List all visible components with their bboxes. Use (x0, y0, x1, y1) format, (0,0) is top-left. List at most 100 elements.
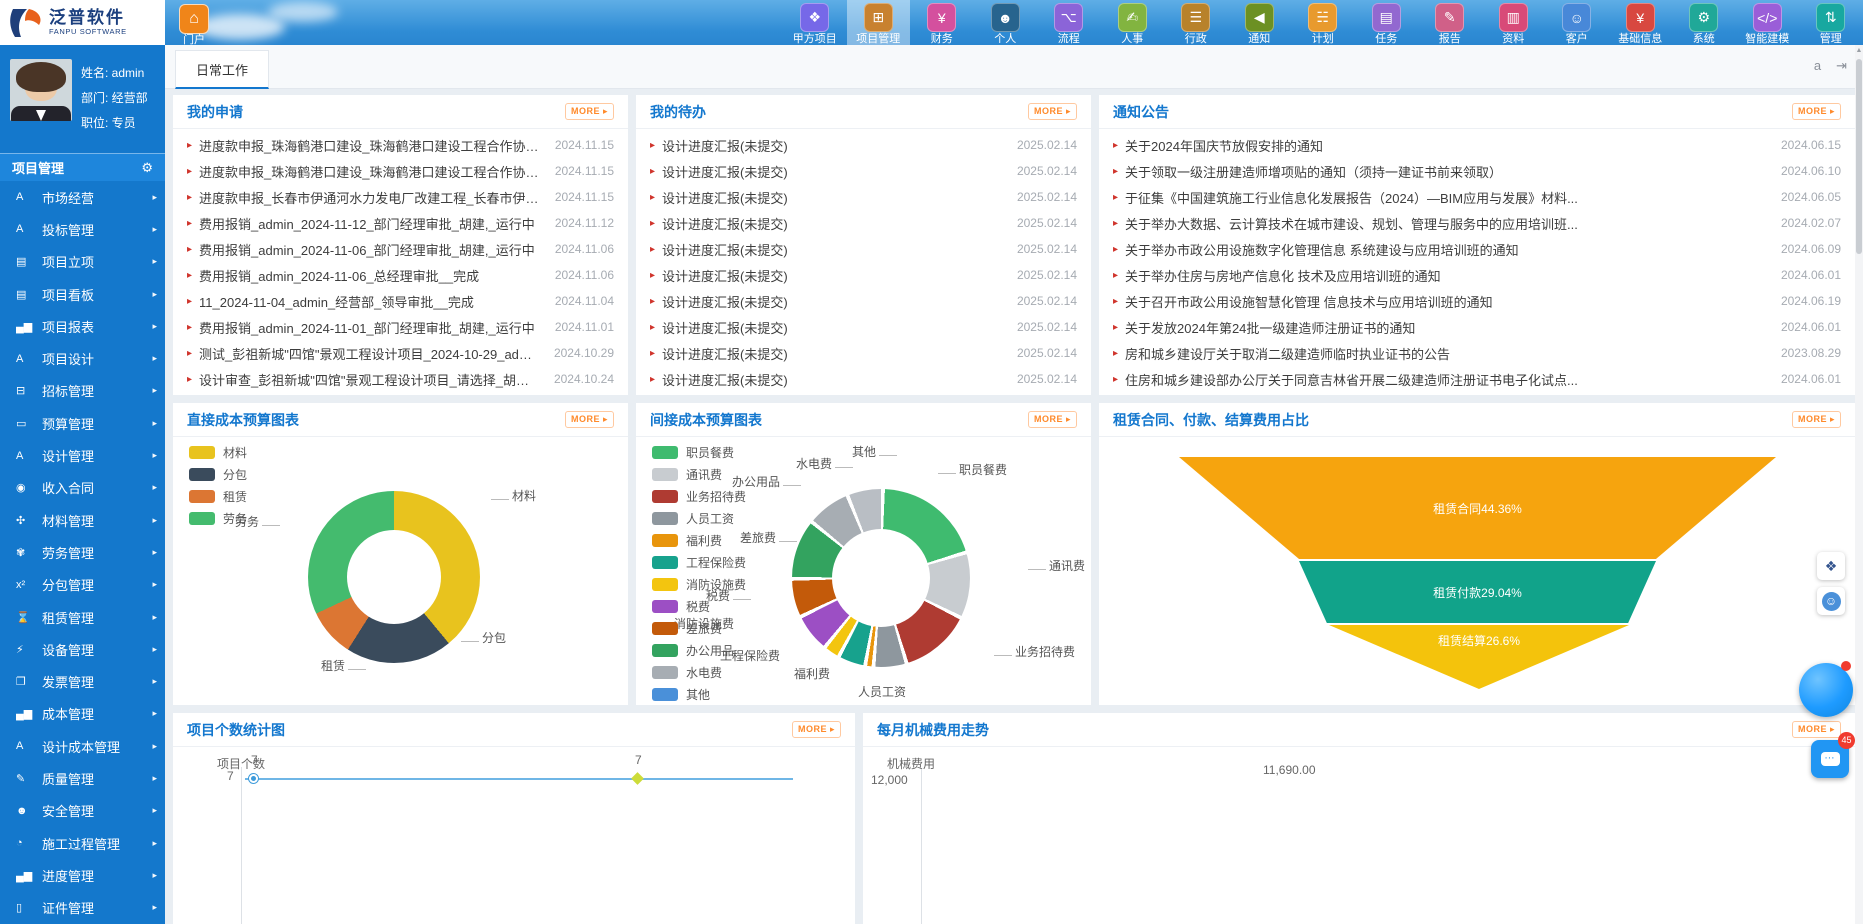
avatar[interactable] (10, 59, 72, 121)
collapse-tool-icon[interactable]: ⇥ (1836, 58, 1847, 74)
list-item[interactable]: ▸ 费用报销_admin_2024-11-06_总经理审批__完成 2024.1… (173, 262, 628, 288)
legend-item[interactable]: 材料 (189, 441, 247, 463)
legend-item[interactable]: 职员餐费 (652, 441, 746, 463)
sidebar-menu-item[interactable]: ▄▆ 成本管理 ▸ (0, 698, 165, 730)
legend-item[interactable]: 通讯费 (652, 463, 746, 485)
sidebar-menu-item[interactable]: ▯ 证件管理 ▸ (0, 892, 165, 924)
list-item[interactable]: ▸ 设计进度汇报(未提交) 2025.02.14 (636, 340, 1091, 366)
float-cert-button[interactable]: ❖ (1817, 552, 1845, 580)
more-button[interactable]: MORE ▸ (565, 103, 614, 120)
top-nav-item[interactable]: ▤ 任务 (1355, 0, 1419, 45)
scrollbar-thumb[interactable] (1856, 59, 1862, 254)
list-item[interactable]: ▸ 进度款申报_珠海鹤港口建设_珠海鹤港口建设工程合作协议书_admin_...… (173, 132, 628, 158)
list-item[interactable]: ▸ 费用报销_admin_2024-11-12_部门经理审批_胡建,_运行中 2… (173, 210, 628, 236)
list-item[interactable]: ▸ 设计进度汇报(未提交) 2025.02.14 (636, 132, 1091, 158)
top-nav-item[interactable]: ▥ 资料 (1482, 0, 1546, 45)
list-item[interactable]: ▸ 关于举办市政公用设施数字化管理信息 系统建设与应用培训班的通知 2024.0… (1099, 236, 1855, 262)
top-nav-item[interactable]: ¥ 财务 (910, 0, 974, 45)
sidebar-menu-item[interactable]: ▭ 预算管理 ▸ (0, 407, 165, 439)
sidebar-menu-item[interactable]: ❐ 发票管理 ▸ (0, 665, 165, 697)
more-button[interactable]: MORE ▸ (792, 721, 841, 738)
sidebar-menu-item[interactable]: ✾ 劳务管理 ▸ (0, 536, 165, 568)
list-item[interactable]: ▸ 设计进度汇报(未提交) 2025.02.14 (636, 236, 1091, 262)
top-nav-item[interactable]: ☰ 行政 (1164, 0, 1228, 45)
legend-item[interactable]: 其他 (652, 683, 746, 705)
more-button[interactable]: MORE ▸ (1028, 411, 1077, 428)
list-item[interactable]: ▸ 测试_彭祖新城"四馆"景观工程设计项目_2024-10-29_admin_结… (173, 340, 628, 366)
sidebar-menu-item[interactable]: ▤ 项目立项 ▸ (0, 246, 165, 278)
sidebar-menu-item[interactable]: A 设计管理 ▸ (0, 439, 165, 471)
sidebar-menu-item[interactable]: A 投标管理 ▸ (0, 213, 165, 245)
top-nav-item[interactable]: ☵ 计划 (1291, 0, 1355, 45)
top-nav-item[interactable]: ⊞ 项目管理 (847, 0, 911, 45)
sidebar-menu-item[interactable]: A 设计成本管理 ▸ (0, 730, 165, 762)
top-nav-item[interactable]: </> 智能建模 (1736, 0, 1800, 45)
tab-daily-work[interactable]: 日常工作 (175, 50, 269, 89)
top-nav-item[interactable]: ⇅ 管理 (1799, 0, 1863, 45)
more-button[interactable]: MORE ▸ (1028, 103, 1077, 120)
sidebar-menu-item[interactable]: ✣ 材料管理 ▸ (0, 504, 165, 536)
list-item[interactable]: ▸ 设计进度汇报(未提交) 2025.02.14 (636, 210, 1091, 236)
funnel-segment-payment[interactable]: 租赁付款29.04% (1299, 561, 1656, 623)
donut-direct[interactable] (308, 491, 480, 663)
top-nav-item[interactable]: ✎ 报告 (1418, 0, 1482, 45)
list-item[interactable]: ▸ 关于领取一级注册建造师增项贴的通知（须持一建证书前来领取） 2024.06.… (1099, 158, 1855, 184)
sidebar-menu-item[interactable]: ▄▆ 项目报表 ▸ (0, 310, 165, 342)
list-item[interactable]: ▸ 关于召开市政公用设施智慧化管理 信息技术与应用培训班的通知 2024.06.… (1099, 288, 1855, 314)
legend-item[interactable]: 租赁 (189, 485, 247, 507)
top-nav-item[interactable]: ❖ 甲方项目 (783, 0, 847, 45)
list-item[interactable]: ▸ 设计进度汇报(未提交) 2025.02.14 (636, 288, 1091, 314)
scroll-up-icon[interactable]: ▲ (1855, 47, 1863, 54)
list-item[interactable]: ▸ 设计审查_彭祖新城"四馆"景观工程设计项目_请选择_胡广生_2024-10-… (173, 366, 628, 392)
list-item[interactable]: ▸ 设计进度汇报(未提交) 2025.02.14 (636, 314, 1091, 340)
data-point-marker[interactable] (249, 774, 258, 783)
list-item[interactable]: ▸ 设计进度汇报(未提交) 2025.02.14 (636, 184, 1091, 210)
legend-item[interactable]: 分包 (189, 463, 247, 485)
legend-item[interactable]: 水电费 (652, 661, 746, 683)
funnel-segment-contract[interactable]: 租赁合同44.36% (1179, 457, 1776, 559)
list-item[interactable]: ▸ 于征集《中国建筑施工行业信息化发展报告（2024）—BIM应用与发展》材料.… (1099, 184, 1855, 210)
more-button[interactable]: MORE ▸ (1792, 103, 1841, 120)
font-tool-icon[interactable]: a (1814, 58, 1821, 74)
top-nav-item[interactable]: ⚙ 系统 (1672, 0, 1736, 45)
gear-icon[interactable]: ⚙ (141, 160, 153, 176)
legend-item[interactable]: 消防设施费 (652, 573, 746, 595)
legend-item[interactable]: 劳务 (189, 507, 247, 529)
legend-item[interactable]: 税费 (652, 595, 746, 617)
list-item[interactable]: ▸ 进度款申报_长春市伊通河水力发电厂改建工程_长春市伊通河水力发电... 20… (173, 184, 628, 210)
top-nav-item[interactable]: ☻ 个人 (974, 0, 1038, 45)
sidebar-menu-item[interactable]: A 市场经营 ▸ (0, 181, 165, 213)
list-item[interactable]: ▸ 费用报销_admin_2024-11-01_部门经理审批_胡建,_运行中 2… (173, 314, 628, 340)
list-item[interactable]: ▸ 关于2024年国庆节放假安排的通知 2024.06.15 (1099, 132, 1855, 158)
top-nav-item[interactable]: ¥ 基础信息 (1609, 0, 1673, 45)
legend-item[interactable]: 人员工资 (652, 507, 746, 529)
top-nav-item[interactable]: ⌥ 流程 (1037, 0, 1101, 45)
sidebar-menu-item[interactable]: ☻ 安全管理 ▸ (0, 795, 165, 827)
top-nav-item[interactable]: ◀ 通知 (1228, 0, 1292, 45)
list-item[interactable]: ▸ 设计进度汇报(未提交) 2025.02.14 (636, 262, 1091, 288)
list-item[interactable]: ▸ 进度款申报_珠海鹤港口建设_珠海鹤港口建设工程合作协议书_admin_...… (173, 158, 628, 184)
sidebar-menu-item[interactable]: ◔ 施工过程管理 ▸ (0, 827, 165, 859)
page-scrollbar[interactable]: ▲ (1855, 45, 1863, 924)
list-item[interactable]: ▸ 关于举办住房与房地产信息化 技术及应用培训班的通知 2024.06.01 (1099, 262, 1855, 288)
float-help-button[interactable] (1799, 663, 1853, 717)
float-customer-service-button[interactable]: ☺ (1817, 587, 1845, 615)
legend-item[interactable]: 工程保险费 (652, 551, 746, 573)
list-item[interactable]: ▸ 关于举办大数据、云计算技术在城市建设、规划、管理与服务中的应用培训班... … (1099, 210, 1855, 236)
sidebar-menu-item[interactable]: ⊟ 招标管理 ▸ (0, 375, 165, 407)
sidebar-menu-item[interactable]: ◉ 收入合同 ▸ (0, 472, 165, 504)
data-point-marker[interactable] (631, 772, 644, 785)
sidebar-menu-item[interactable]: A 项目设计 ▸ (0, 342, 165, 374)
chat-button[interactable]: ⋯ 45 (1811, 740, 1849, 778)
more-button[interactable]: MORE ▸ (565, 411, 614, 428)
sidebar-menu-item[interactable]: ⚡ 设备管理 ▸ (0, 633, 165, 665)
list-item[interactable]: ▸ 设计进度汇报(未提交) 2025.02.14 (636, 366, 1091, 392)
nav-item-portal[interactable]: ⌂ 门户 (172, 4, 216, 45)
donut-indirect[interactable] (792, 489, 970, 667)
list-item[interactable]: ▸ 住房和城乡建设部办公厅关于同意吉林省开展二级建造师注册证书电子化试点... … (1099, 366, 1855, 392)
top-nav-item[interactable]: ✍ 人事 (1101, 0, 1165, 45)
sidebar-menu-item[interactable]: ⌛ 租赁管理 ▸ (0, 601, 165, 633)
more-button[interactable]: MORE ▸ (1792, 721, 1841, 738)
sidebar-menu-item[interactable]: ▤ 项目看板 ▸ (0, 278, 165, 310)
sidebar-section-header[interactable]: 项目管理 ⚙ (0, 153, 165, 181)
